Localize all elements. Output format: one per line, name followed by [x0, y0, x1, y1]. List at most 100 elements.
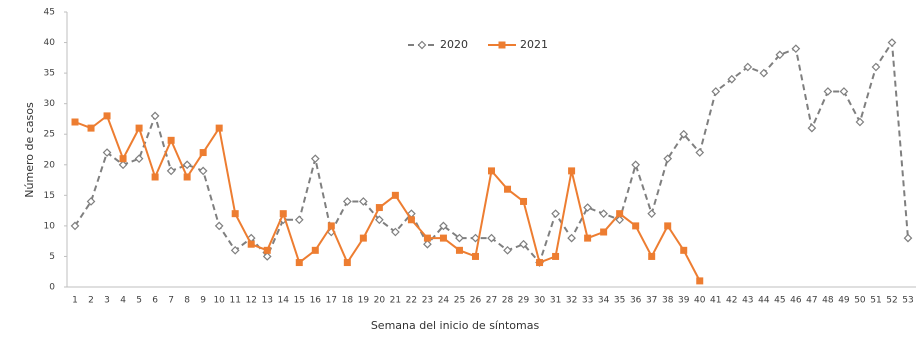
data-point — [855, 117, 865, 127]
data-point — [119, 155, 127, 163]
x-tick-label: 42 — [726, 296, 737, 306]
data-point — [87, 124, 95, 132]
data-point — [359, 197, 368, 206]
x-tick-label: 50 — [854, 296, 866, 306]
x-tick-label: 36 — [630, 296, 642, 306]
x-tick-label: 53 — [902, 296, 913, 306]
data-point — [71, 118, 79, 126]
x-tick-label: 35 — [614, 296, 625, 306]
x-tick-label: 9 — [200, 296, 206, 306]
x-tick-label: 18 — [342, 296, 354, 306]
x-tick-label: 43 — [742, 296, 753, 306]
data-point — [519, 239, 528, 249]
data-point — [70, 221, 80, 231]
y-axis-title: Número de casos — [23, 102, 36, 198]
legend-label: 2020 — [440, 38, 468, 51]
data-point — [423, 239, 432, 249]
data-point — [310, 154, 320, 164]
data-point — [103, 112, 111, 120]
y-tick-label: 45 — [44, 8, 55, 18]
x-tick-label: 11 — [229, 296, 240, 306]
x-tick-label: 2 — [88, 296, 94, 306]
data-point — [696, 277, 704, 285]
data-point — [215, 124, 223, 132]
x-tick-label: 14 — [278, 296, 290, 306]
data-point — [247, 240, 255, 248]
data-point — [166, 166, 176, 176]
data-point — [663, 154, 673, 164]
data-point — [150, 111, 160, 121]
legend-marker — [417, 40, 427, 50]
data-point — [583, 203, 592, 212]
y-tick-label: 20 — [44, 160, 56, 170]
x-tick-label: 25 — [454, 296, 465, 306]
data-point — [823, 87, 833, 96]
data-point — [887, 38, 897, 47]
data-point — [903, 233, 913, 243]
x-tick-label: 5 — [136, 296, 142, 306]
data-point — [439, 221, 448, 231]
x-tick-label: 49 — [838, 296, 850, 306]
y-tick-label: 30 — [44, 99, 56, 109]
data-point — [727, 74, 737, 84]
x-tick-label: 7 — [168, 296, 174, 306]
x-axis-title: Semana del inicio de síntomas — [371, 319, 540, 332]
x-tick-label: 27 — [486, 296, 497, 306]
data-point — [231, 210, 239, 218]
x-tick-label: 40 — [694, 296, 706, 306]
data-point — [584, 234, 592, 242]
x-tick-label: 47 — [806, 296, 817, 306]
y-tick-label: 35 — [44, 69, 55, 79]
data-point — [167, 136, 175, 144]
x-tick-label: 20 — [374, 296, 386, 306]
data-point — [567, 233, 576, 243]
data-point — [151, 173, 159, 181]
y-tick-label: 25 — [44, 130, 55, 140]
data-point — [664, 222, 672, 230]
x-tick-label: 45 — [774, 296, 785, 306]
data-point — [504, 185, 512, 193]
x-tick-label: 26 — [470, 296, 482, 306]
data-point — [791, 44, 801, 54]
data-point — [391, 227, 400, 237]
x-tick-label: 33 — [582, 296, 593, 306]
x-tick-label: 29 — [518, 296, 530, 306]
data-point — [86, 197, 96, 206]
data-point — [711, 87, 721, 96]
x-tick-label: 17 — [326, 296, 337, 306]
data-point — [695, 148, 705, 157]
data-point — [118, 160, 128, 170]
x-tick-label: 21 — [390, 296, 401, 306]
x-tick-label: 46 — [790, 296, 802, 306]
data-point — [295, 259, 303, 267]
data-point — [262, 252, 272, 261]
x-tick-label: 6 — [152, 296, 158, 306]
data-point — [552, 252, 560, 260]
data-point — [375, 204, 383, 212]
data-point — [807, 123, 817, 133]
x-tick-label: 38 — [662, 296, 674, 306]
x-tick-label: 32 — [566, 296, 577, 306]
data-point — [342, 197, 352, 206]
data-point — [214, 221, 224, 231]
x-tick-label: 24 — [438, 296, 450, 306]
legend-label: 2021 — [520, 38, 548, 51]
data-point — [871, 62, 881, 72]
x-tick-label: 52 — [886, 296, 897, 306]
x-tick-label: 34 — [598, 296, 610, 306]
data-point — [680, 246, 688, 254]
x-tick-label: 19 — [358, 296, 370, 306]
y-tick-label: 0 — [49, 283, 55, 293]
x-tick-label: 37 — [646, 296, 657, 306]
x-tick-label: 13 — [262, 296, 273, 306]
data-point — [375, 215, 384, 225]
data-point — [488, 167, 495, 175]
data-point — [263, 246, 271, 254]
data-point — [839, 87, 849, 96]
data-point — [648, 252, 656, 260]
y-tick-label: 40 — [44, 38, 56, 48]
data-point — [407, 216, 415, 224]
data-point — [230, 245, 240, 255]
data-point — [551, 209, 560, 219]
